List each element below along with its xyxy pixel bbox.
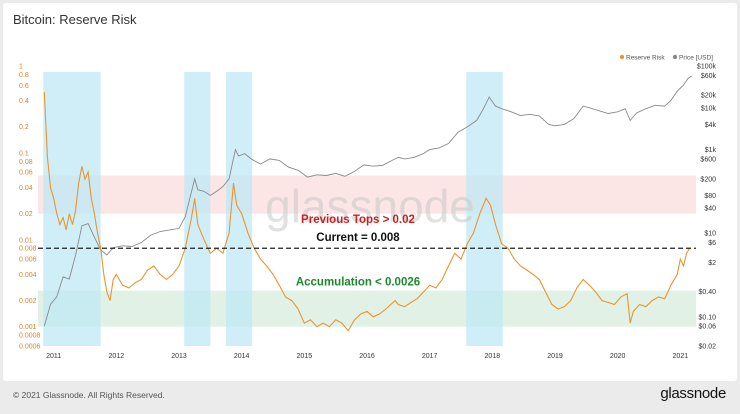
highlight-period-2 — [184, 72, 211, 346]
x-axis-tick: 2018 — [485, 353, 501, 360]
x-axis-tick: 2017 — [422, 353, 438, 360]
x-axis-tick: 2016 — [359, 353, 375, 360]
legend-label: Reserve Risk — [626, 55, 665, 62]
left-axis-tick: 0.1 — [19, 150, 29, 157]
left-axis-tick: 0.02 — [19, 211, 33, 218]
watermark: glassnode — [265, 180, 475, 232]
highlight-period-1 — [43, 72, 101, 346]
right-axis-tick: $0.02 — [698, 344, 716, 351]
left-axis-tick: 0.6 — [19, 83, 29, 90]
right-axis-tick: $20k — [701, 93, 717, 100]
right-axis-tick: $2 — [708, 260, 716, 267]
right-axis-tick: $80 — [704, 193, 716, 200]
left-axis-tick: 0.08 — [19, 159, 33, 166]
left-axis-tick: 0.0008 — [19, 333, 41, 340]
chart-title: Bitcoin: Reserve Risk — [13, 12, 137, 27]
left-axis-tick: 1 — [19, 64, 23, 71]
legend: Reserve Risk Price [USD] — [619, 54, 713, 62]
right-axis-tick: $10 — [704, 231, 716, 238]
left-axis-tick: 0.006 — [19, 257, 37, 264]
right-axis-tick: $0.40 — [698, 289, 716, 296]
right-axis-tick: $6 — [708, 240, 716, 247]
x-axis-tick: 2012 — [109, 353, 125, 360]
left-axis-tick: 0.008 — [19, 246, 37, 253]
right-axis-tick: $40 — [704, 206, 716, 213]
x-axis-tick: 2021 — [673, 353, 689, 360]
annotation-previous-tops: Previous Tops > 0.02 — [301, 214, 415, 226]
accumulation-band — [38, 290, 696, 327]
left-axis-tick: 0.004 — [19, 272, 37, 279]
right-axis-tick: $100k — [697, 64, 717, 71]
highlight-period-4 — [466, 72, 503, 346]
x-axis-tick: 2015 — [297, 353, 313, 360]
left-axis-tick: 0.06 — [19, 170, 33, 177]
copyright-text: © 2021 Glassnode. All Rights Reserved. — [13, 390, 165, 400]
left-axis-tick: 0.04 — [19, 185, 33, 192]
legend-label: Price [USD] — [679, 55, 713, 62]
left-axis-tick: 0.001 — [19, 324, 37, 331]
left-axis-tick: 0.4 — [19, 98, 29, 105]
x-axis-tick: 2013 — [171, 353, 187, 360]
right-axis-tick: $4k — [705, 122, 717, 129]
annotation-current: Current = 0.008 — [316, 232, 400, 244]
chart-canvas: glassnode 10.8 0.6 0.4 0.2 0.1 0.08 0.06 0.04 0.… — [19, 54, 717, 361]
right-axis-tick: $60k — [701, 73, 717, 80]
left-axis-tick: 0.002 — [19, 298, 37, 305]
left-axis-tick: 0.8 — [19, 72, 29, 79]
legend-marker — [619, 54, 625, 60]
price-usd-line — [43, 75, 692, 327]
right-axis-tick: $1k — [705, 147, 717, 154]
right-axis-tick: $10k — [701, 105, 717, 112]
previous-tops-band — [38, 175, 696, 214]
x-axis-tick: 2014 — [234, 353, 250, 360]
left-axis-tick: 0.2 — [19, 124, 29, 131]
right-axis-tick: $0.10 — [698, 314, 716, 321]
brand-logo-text: glassnode — [660, 385, 726, 402]
annotation-accumulation: Accumulation < 0.0026 — [296, 277, 420, 289]
x-axis-tick: 2020 — [610, 353, 626, 360]
legend-marker — [672, 54, 678, 60]
reserve-risk-line — [43, 92, 691, 332]
left-axis-tick: 0.01 — [19, 237, 33, 244]
left-axis-tick: 0.0006 — [19, 344, 41, 351]
right-axis-tick: $0.06 — [698, 324, 716, 331]
right-axis-tick: $200 — [700, 176, 716, 183]
x-axis-tick: 2011 — [46, 353, 61, 360]
x-axis-tick: 2019 — [547, 353, 563, 360]
right-axis-tick: $600 — [700, 156, 716, 163]
